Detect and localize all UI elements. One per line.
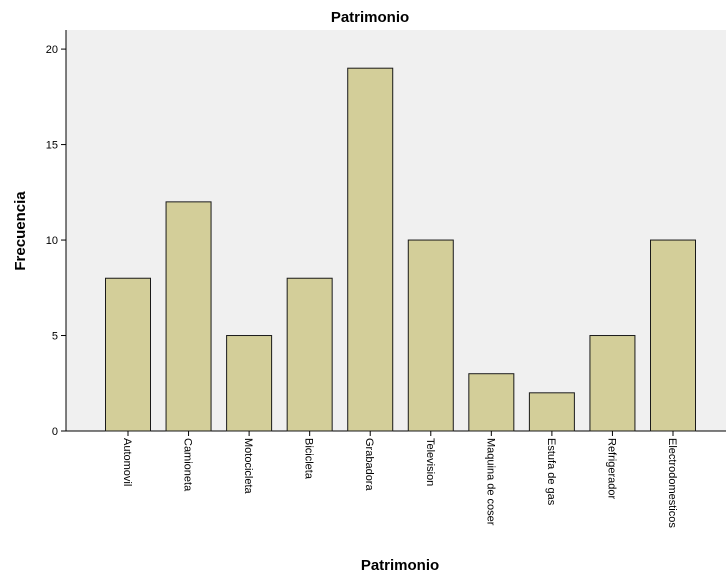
x-tick-label: Bicicleta	[303, 438, 315, 480]
x-tick-label: Grabadora	[363, 438, 375, 491]
bar	[286, 277, 333, 432]
y-tick-label: 20	[46, 44, 58, 56]
x-axis-category-labels: Automovil Camioneta Motocicleta Bicicleta Gr…	[121, 431, 678, 528]
bar	[407, 239, 454, 432]
bar	[226, 335, 273, 432]
x-tick-label: Electrodomesticos	[666, 438, 678, 528]
y-axis-ticks: 0 5 10 15 20	[46, 44, 66, 438]
bar	[468, 373, 515, 432]
y-axis-label: Frecuencia	[12, 191, 29, 271]
x-tick-label: Refrigerador	[605, 438, 617, 499]
bar	[165, 201, 212, 432]
bars	[105, 67, 696, 432]
bar	[650, 239, 696, 432]
x-tick-label: Camioneta	[182, 438, 194, 492]
y-tick-label: 5	[52, 331, 58, 343]
x-tick-label: Estufa de gas	[545, 438, 557, 506]
y-tick-label: 10	[46, 235, 58, 247]
bar	[589, 335, 636, 432]
x-tick-label: Motocicleta	[242, 438, 254, 495]
bar	[105, 277, 151, 432]
x-tick-label: Maquina de coser	[484, 438, 496, 526]
x-axis-label: Patrimonio	[361, 557, 439, 574]
y-tick-label: 15	[46, 140, 58, 152]
x-tick-label: Television	[424, 438, 436, 486]
x-tick-label: Automovil	[121, 438, 133, 486]
bar	[347, 67, 394, 432]
bar	[528, 392, 575, 432]
chart-title: Patrimonio	[331, 9, 409, 26]
y-tick-label: 0	[52, 426, 58, 438]
